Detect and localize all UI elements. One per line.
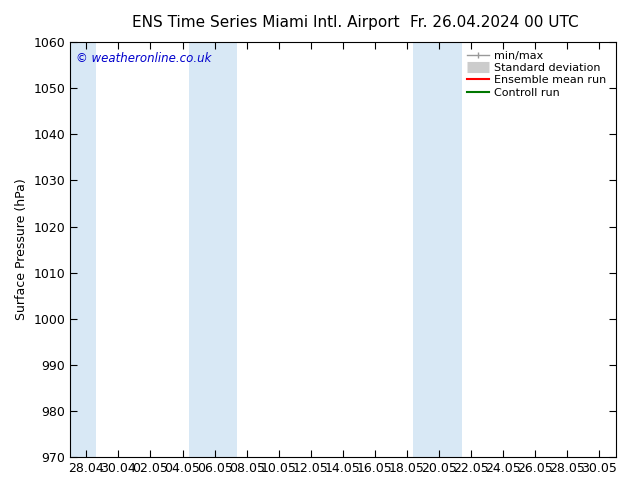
- Bar: [70, 42, 96, 457]
- Text: Fr. 26.04.2024 00 UTC: Fr. 26.04.2024 00 UTC: [410, 15, 579, 30]
- Text: © weatheronline.co.uk: © weatheronline.co.uk: [75, 52, 211, 66]
- Bar: [189, 42, 237, 457]
- Bar: [413, 42, 462, 457]
- Text: ENS Time Series Miami Intl. Airport: ENS Time Series Miami Intl. Airport: [133, 15, 400, 30]
- Y-axis label: Surface Pressure (hPa): Surface Pressure (hPa): [15, 179, 28, 320]
- Legend: min/max, Standard deviation, Ensemble mean run, Controll run: min/max, Standard deviation, Ensemble me…: [463, 48, 610, 101]
